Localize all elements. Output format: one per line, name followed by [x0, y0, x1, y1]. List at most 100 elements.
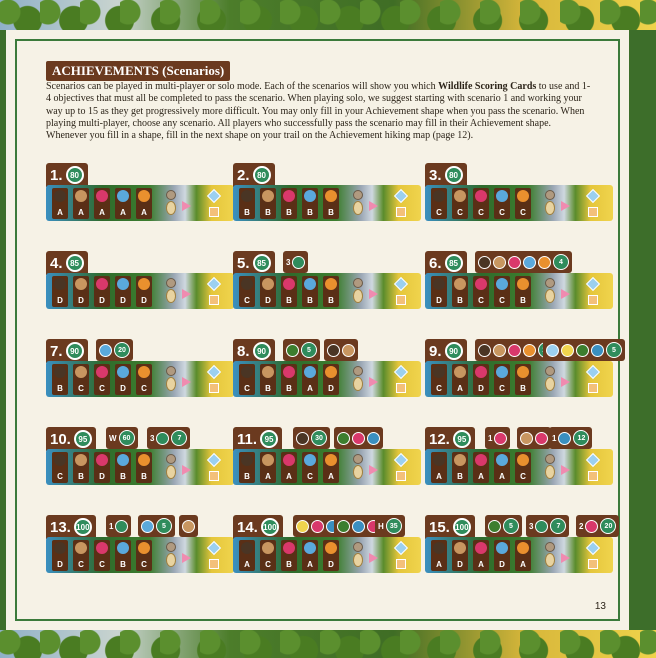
objective-token-icon — [286, 343, 299, 357]
objective-value: 35 — [385, 518, 402, 534]
bear-icon — [54, 366, 66, 378]
scenario-card: 6. 85 4 D B C C B — [425, 251, 613, 311]
objective-badge — [179, 515, 198, 537]
hawk-icon — [117, 454, 129, 466]
scoring-card-letter: A — [120, 208, 126, 217]
scoring-card-letter: C — [520, 208, 526, 217]
pebble-icon — [545, 278, 555, 288]
objective-badge — [293, 515, 342, 537]
egg-icon — [353, 289, 363, 303]
egg-icon — [353, 553, 363, 567]
scenario-number: 9. — [429, 342, 442, 360]
pink-flag-icon — [561, 377, 570, 387]
target-score-badge: 100 — [452, 518, 471, 536]
wildlife-card-slot: D — [136, 276, 152, 307]
wildlife-card-slot: D — [115, 364, 131, 395]
wildlife-card-slot: A — [260, 452, 276, 483]
objective-badge: 5 — [283, 339, 320, 361]
hawk-icon — [117, 278, 129, 290]
scenario-number: 4. — [50, 254, 63, 272]
salmon-icon — [475, 542, 487, 554]
wildlife-card-slot: A — [515, 540, 531, 571]
salmon-icon — [475, 278, 487, 290]
wildlife-card-slot: B — [452, 452, 468, 483]
objective-token-icon — [535, 519, 549, 533]
target-score-badge: 95 — [452, 430, 471, 448]
scoring-card-letter: D — [120, 296, 126, 305]
objective-token-icon — [327, 343, 340, 357]
salmon-icon — [475, 454, 487, 466]
scenario-number: 5. — [237, 254, 250, 272]
scoring-card-letter: C — [141, 384, 147, 393]
scoring-card-letter: D — [57, 560, 63, 569]
bear-icon — [54, 190, 66, 202]
scenario-card: 14. 100 H 35 A C B A D — [233, 515, 421, 575]
target-score-badge: 100 — [73, 518, 92, 536]
elk-icon — [262, 366, 274, 378]
objective-badge: 5 — [138, 515, 175, 537]
wildlife-card-slot: B — [452, 276, 468, 307]
pebble-icon — [166, 454, 176, 464]
wildlife-card-slot: C — [473, 188, 489, 219]
objective-token-icon — [561, 343, 574, 357]
target-score-badge: 90 — [252, 342, 271, 360]
scenario-card: 13. 100 1 5 D C C B C — [46, 515, 234, 575]
objective-value: 60 — [118, 430, 135, 446]
elk-icon — [262, 278, 274, 290]
wildlife-card-slot: C — [239, 364, 255, 395]
target-score-badge: 85 — [65, 254, 84, 272]
objective-token-icon — [337, 431, 350, 445]
pebble-icon — [353, 278, 363, 288]
objective-token-icon — [182, 519, 195, 533]
bear-icon — [433, 278, 445, 290]
blue-diamond-icon — [393, 188, 409, 204]
scoring-card-letter: A — [478, 472, 484, 481]
fox-icon — [325, 190, 337, 202]
objective-token-icon — [352, 519, 365, 533]
wildlife-card-slot: C — [473, 276, 489, 307]
scoring-card-letter: B — [457, 472, 463, 481]
bear-icon — [54, 278, 66, 290]
salmon-icon — [96, 190, 108, 202]
objective-token-icon — [99, 343, 112, 357]
wildlife-card-slot: B — [115, 540, 131, 571]
salmon-icon — [283, 454, 295, 466]
wildlife-card-slot: D — [473, 364, 489, 395]
scoring-card-letter: D — [265, 296, 271, 305]
scenario-header: 12. 95 — [425, 427, 475, 451]
orange-square-icon — [396, 559, 406, 569]
scenario-card: 1. 80 A A A A A — [46, 163, 234, 223]
objective-token-icon — [576, 343, 589, 357]
bear-icon — [433, 542, 445, 554]
pink-flag-icon — [369, 553, 378, 563]
scoring-card-letter: D — [499, 560, 505, 569]
wildlife-card-slot: B — [260, 188, 276, 219]
wildlife-card-slot: D — [52, 276, 68, 307]
scoring-card-letter: A — [520, 560, 526, 569]
scenario-number: 1. — [50, 166, 63, 184]
wildlife-card-slot: C — [515, 188, 531, 219]
scenario-card: 5. 85 3 C D B B B — [233, 251, 421, 311]
target-score-badge: 100 — [260, 518, 279, 536]
wildlife-card-slot: C — [136, 540, 152, 571]
elk-icon — [454, 278, 466, 290]
wildlife-card-slot: C — [52, 452, 68, 483]
elk-icon — [262, 190, 274, 202]
scoring-card-letter: A — [141, 208, 147, 217]
elk-icon — [262, 454, 274, 466]
objective-token-icon — [538, 255, 551, 269]
background-landscape-top — [0, 0, 656, 30]
scoring-card-letter: C — [244, 384, 250, 393]
objective-count: W — [109, 433, 117, 443]
wildlife-card-slot: C — [136, 364, 152, 395]
scoring-card-letter: B — [328, 296, 334, 305]
wildlife-card-slot: C — [431, 364, 447, 395]
objective-badge: 2 20 — [576, 515, 620, 537]
fox-icon — [517, 542, 529, 554]
scenario-header: 2. 80 — [233, 163, 275, 187]
scoring-card-letter: D — [120, 384, 126, 393]
objective-value: 7 — [550, 518, 567, 534]
scoring-card-letter: B — [265, 384, 271, 393]
